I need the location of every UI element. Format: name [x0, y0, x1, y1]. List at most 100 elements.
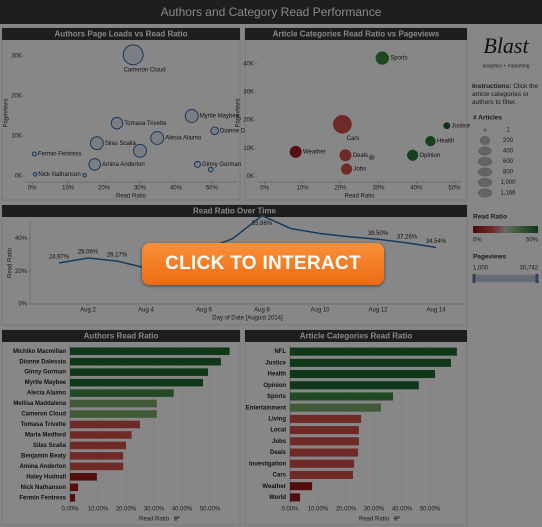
- category-label: Fermin Fentress: [19, 495, 66, 501]
- point: [368, 154, 375, 161]
- size-legend-label: 400: [503, 149, 514, 155]
- point: [31, 151, 37, 157]
- panel-title: Authors Read Ratio: [84, 332, 159, 341]
- bar: [70, 357, 221, 366]
- point-label: Dionne Dalessio: [220, 128, 264, 134]
- category-label: Haley Hudnall: [26, 474, 66, 480]
- bar: [290, 437, 359, 446]
- bar: [70, 462, 124, 471]
- category-label: Dionne Dalessio: [19, 359, 66, 365]
- logo-tagline: analytics + marketing: [482, 63, 529, 69]
- x-tick-label: 50%: [206, 186, 219, 192]
- y-axis-title: Read Ratio: [8, 247, 14, 278]
- x-tick-label: 0%: [28, 186, 37, 192]
- data-label: 26.17%: [107, 253, 128, 259]
- bar: [70, 493, 76, 502]
- x-tick-label: 50.00%: [200, 507, 221, 513]
- bar: [70, 410, 157, 418]
- panel-title: Article Categories Read Ratio vs Pagevie…: [273, 30, 440, 39]
- y-tick-label: 20K: [11, 94, 22, 100]
- instructions: Instructions: Click the article categori…: [472, 83, 540, 107]
- x-axis-title: Day of Date [August 2014]: [212, 316, 283, 322]
- panel-header: [2, 205, 467, 217]
- bar: [290, 369, 436, 379]
- point-label: Deals: [353, 153, 368, 159]
- category-label: Deals: [270, 450, 287, 456]
- bar: [290, 470, 353, 480]
- bar: [290, 459, 355, 468]
- bar: [70, 347, 230, 356]
- size-legend-mark: [483, 128, 487, 132]
- point-label: Weather: [303, 149, 326, 155]
- size-legend-label: 200: [503, 138, 514, 144]
- data-label: 39.50%: [368, 231, 389, 237]
- x-tick-label: 40.00%: [172, 507, 193, 513]
- category-label: Cars: [273, 473, 287, 479]
- category-label: Tomasa Trivette: [21, 422, 67, 428]
- x-axis-title: Read Ratio: [344, 194, 375, 200]
- x-axis-title: Read Ratio: [116, 194, 147, 200]
- x-tick-label: 30.00%: [364, 507, 385, 513]
- category-label: World: [269, 495, 286, 501]
- x-tick-label: Aug 12: [368, 308, 388, 314]
- category-label: Cameron Cloud: [21, 412, 66, 418]
- point-label: Alecia Alaimo: [165, 136, 202, 142]
- x-tick-label: Aug 6: [196, 308, 212, 314]
- size-legend-label: 600: [503, 159, 514, 165]
- bar: [70, 441, 126, 450]
- point-label: Cars: [347, 136, 360, 142]
- x-tick-label: Aug 8: [254, 308, 270, 314]
- point-label: Silas Scalia: [105, 141, 137, 147]
- data-label: 24.97%: [49, 255, 70, 261]
- category-label: Entertainment: [246, 405, 286, 411]
- point: [122, 44, 144, 66]
- point: [32, 172, 38, 177]
- x-tick-label: 30.00%: [144, 507, 165, 513]
- x-tick-label: 20%: [98, 186, 111, 192]
- color-scale-label: 0%: [473, 238, 482, 244]
- y-axis-title: Pageviews: [4, 98, 10, 127]
- panel-header: [2, 28, 240, 40]
- slider-label: 30,742: [520, 266, 539, 272]
- x-tick-label: 30%: [134, 186, 147, 192]
- size-legend-label: 800: [503, 170, 514, 176]
- interact-button[interactable]: CLICK TO INTERACT: [142, 243, 384, 285]
- size-legend-label: 1,166: [500, 191, 516, 197]
- category-label: Jobs: [272, 439, 287, 445]
- point: [339, 149, 352, 162]
- bar: [70, 389, 174, 397]
- x-axis-title: Read Ratio: [139, 517, 170, 523]
- bar: [290, 347, 457, 356]
- point-label: Cameron Cloud: [124, 67, 166, 73]
- category-label: Local: [270, 428, 286, 434]
- y-tick-label: 10K: [11, 134, 22, 140]
- category-label: Opinion: [263, 383, 286, 389]
- category-label: Benjamin Beaty: [21, 453, 67, 459]
- data-label: 28.06%: [78, 250, 99, 256]
- point: [150, 131, 165, 145]
- size-legend-mark: [478, 146, 492, 156]
- bar: [290, 358, 451, 367]
- x-tick-label: 10.00%: [88, 507, 109, 513]
- instructions-text: Click the article categories or authors …: [472, 83, 539, 106]
- y-tick-label: 20%: [15, 269, 28, 275]
- data-label: 34.54%: [426, 239, 447, 245]
- point: [193, 160, 202, 168]
- y-tick-label: 40K: [243, 61, 254, 67]
- bar: [70, 431, 132, 439]
- point: [289, 145, 302, 158]
- bar: [290, 493, 301, 502]
- point-label: Fermin Fentress: [38, 152, 82, 158]
- panel-header: [245, 28, 467, 40]
- logo: Blast: [483, 33, 529, 58]
- x-tick-label: 20.00%: [116, 507, 137, 513]
- panel-title: Read Ratio Over Time: [193, 207, 277, 216]
- category-label: Justice: [265, 360, 286, 366]
- x-tick-label: Aug 4: [138, 308, 154, 314]
- point: [210, 126, 220, 136]
- title-bar: [0, 0, 542, 24]
- x-tick-label: Aug 14: [426, 308, 446, 314]
- y-axis-title: Pageviews: [236, 98, 242, 127]
- instructions-label: Instructions:: [472, 83, 512, 90]
